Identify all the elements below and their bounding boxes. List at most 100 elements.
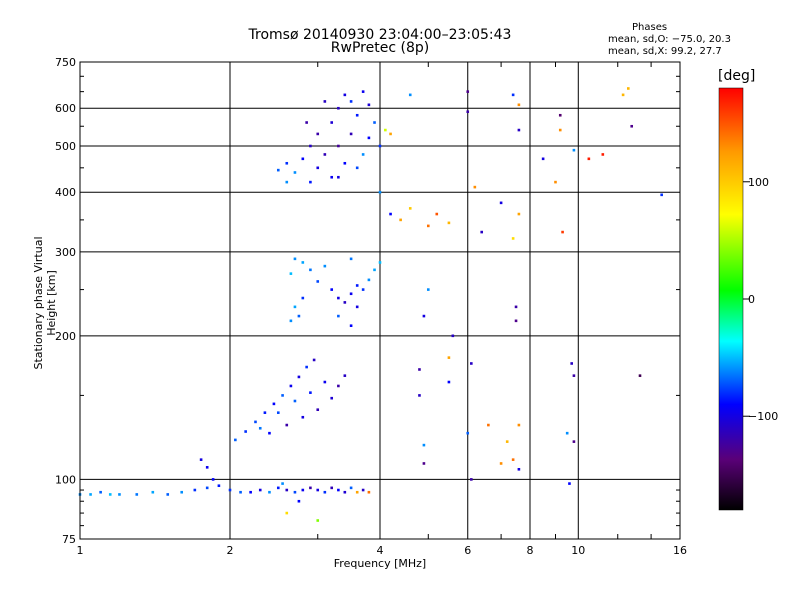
data-point <box>517 128 521 132</box>
data-point <box>309 391 312 394</box>
data-point <box>367 136 371 140</box>
y-tick-label: 75 <box>62 533 76 546</box>
data-point <box>166 493 170 496</box>
data-point <box>630 124 634 128</box>
y-tick-label: 200 <box>55 330 76 343</box>
colorbar-tick-label: −100 <box>748 410 778 423</box>
data-point <box>355 305 359 309</box>
y-tick-label: 100 <box>55 473 76 486</box>
data-point <box>399 218 402 222</box>
data-point <box>378 261 382 264</box>
data-point <box>343 161 347 165</box>
data-point <box>228 488 232 492</box>
data-point <box>601 153 605 156</box>
colorbar-tick-label: 100 <box>748 176 769 189</box>
data-point <box>517 467 521 471</box>
data-point <box>309 486 312 490</box>
colorbar <box>718 87 744 511</box>
data-point <box>514 319 518 323</box>
data-point <box>244 430 247 433</box>
data-points <box>78 87 663 522</box>
data-point <box>316 132 320 136</box>
y-tick-label: 500 <box>55 140 76 153</box>
data-point <box>108 493 112 496</box>
data-point <box>301 261 305 264</box>
data-point <box>316 166 320 170</box>
data-point <box>301 488 305 492</box>
chart-title: Tromsø 20140930 23:04:00–23:05:43 <box>248 27 512 43</box>
data-point <box>323 264 327 268</box>
x-tick-label: 8 <box>527 544 534 557</box>
data-point <box>570 362 573 365</box>
data-point <box>558 113 562 117</box>
data-point <box>297 375 301 379</box>
stats-heading: Phases <box>632 22 668 33</box>
data-point <box>627 87 630 90</box>
grid-lines <box>80 62 680 539</box>
data-point <box>487 423 490 427</box>
data-point <box>373 268 376 272</box>
data-point <box>211 478 215 481</box>
data-point <box>473 185 477 189</box>
data-point <box>343 374 347 377</box>
data-point <box>466 431 470 435</box>
data-point <box>272 402 276 406</box>
data-point <box>330 396 334 400</box>
data-point <box>554 180 557 184</box>
data-point <box>205 486 209 490</box>
data-point <box>234 438 237 442</box>
data-point <box>499 462 503 465</box>
plot-frame <box>79 61 681 540</box>
data-point <box>289 319 293 323</box>
data-point <box>337 175 340 179</box>
data-point <box>361 488 365 492</box>
data-point <box>568 482 571 485</box>
x-tick-label: 4 <box>377 544 384 557</box>
data-point <box>349 100 353 103</box>
data-point <box>305 121 308 124</box>
data-point <box>309 144 312 148</box>
data-point <box>499 201 503 205</box>
data-point <box>451 334 455 338</box>
data-point <box>470 478 473 481</box>
data-point <box>316 408 320 412</box>
data-point <box>289 384 293 388</box>
data-point <box>378 144 382 148</box>
data-point <box>330 121 334 124</box>
data-point <box>343 93 347 97</box>
data-point <box>258 488 262 492</box>
data-point <box>565 431 569 435</box>
data-point <box>289 272 293 275</box>
data-point <box>572 374 576 377</box>
data-point <box>316 488 320 492</box>
data-point <box>389 212 392 216</box>
data-point <box>349 292 353 296</box>
data-point <box>254 420 257 424</box>
data-point <box>323 153 327 156</box>
data-point <box>276 486 280 490</box>
data-point <box>293 305 297 309</box>
data-point <box>621 93 625 97</box>
data-point <box>301 157 305 161</box>
data-point <box>330 175 334 179</box>
data-point <box>505 440 509 443</box>
data-point <box>316 519 320 522</box>
data-point <box>199 458 203 461</box>
data-point <box>367 103 371 107</box>
colorbar-unit: [deg] <box>718 68 756 84</box>
x-tick-label: 2 <box>227 544 234 557</box>
data-point <box>355 490 359 494</box>
data-point <box>118 493 121 496</box>
data-point <box>293 257 297 261</box>
data-point <box>349 132 353 136</box>
data-point <box>638 374 642 377</box>
data-point <box>301 296 305 300</box>
data-point <box>293 399 297 403</box>
y-tick-label: 750 <box>55 56 76 69</box>
data-point <box>135 493 139 496</box>
data-point <box>89 493 92 496</box>
data-point <box>268 490 271 494</box>
data-point <box>309 268 312 272</box>
data-point <box>297 314 301 318</box>
data-point <box>514 305 518 309</box>
